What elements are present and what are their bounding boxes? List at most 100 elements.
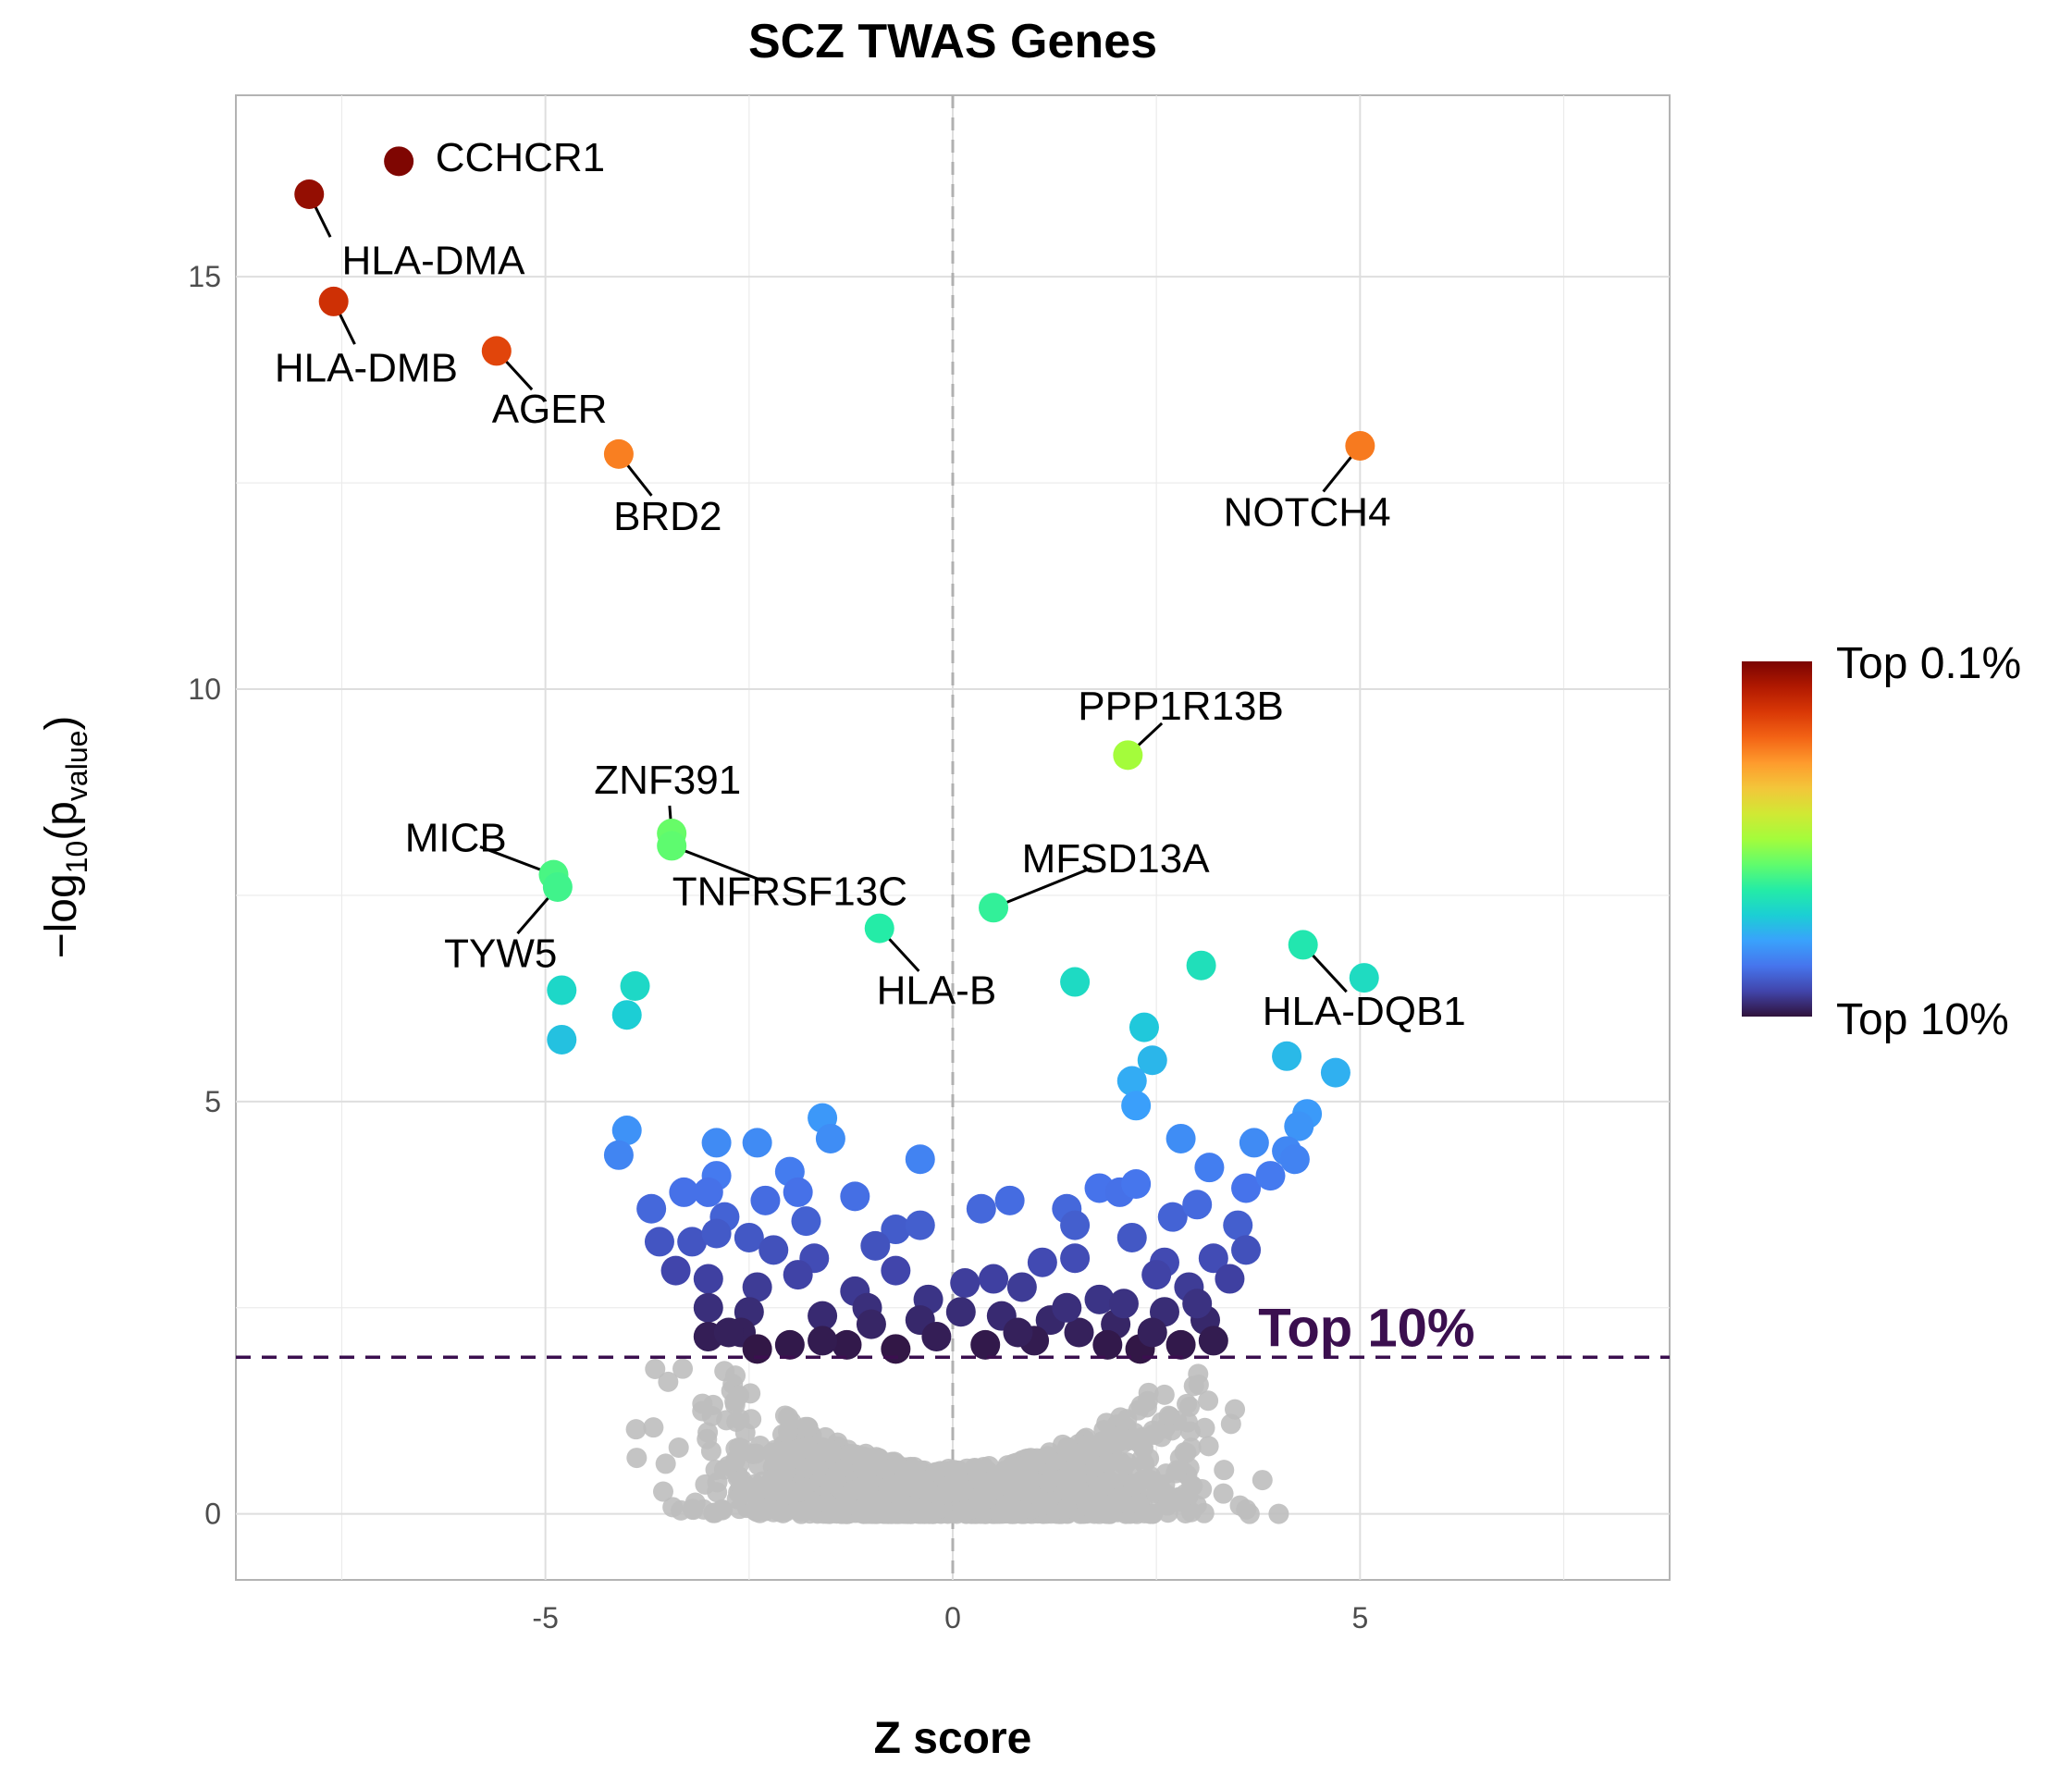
nonsig-point [820, 1440, 842, 1462]
sig-point [905, 1210, 935, 1240]
sig-point [660, 1255, 691, 1286]
gene-point-ager [481, 336, 512, 366]
y-axis-title: −log10(pvalue) [37, 716, 93, 959]
gene-label-ager: AGER [492, 387, 608, 432]
nonsig-point [1128, 1493, 1150, 1514]
sig-point [808, 1301, 838, 1331]
gene-point-cchcr1 [384, 146, 414, 177]
label-connector [1322, 454, 1353, 493]
nonsig-point [682, 1498, 703, 1520]
nonsig-point [1188, 1375, 1209, 1396]
sig-point [636, 1193, 667, 1224]
label-connector [516, 895, 550, 935]
nonsig-point [874, 1501, 895, 1523]
legend-colorbar [1742, 661, 1812, 1017]
legend-bottom-label: Top 10% [1836, 995, 2009, 1044]
nonsig-point [732, 1470, 753, 1491]
sig-point [1027, 1247, 1057, 1277]
sig-point [994, 1185, 1025, 1215]
sig-point [669, 1177, 699, 1207]
nonsig-point [790, 1501, 811, 1523]
sig-point [1052, 1292, 1082, 1323]
y-tick-labels: 0 5 10 15 [188, 260, 221, 1531]
nonsig-point [1236, 1498, 1257, 1520]
nonsig-point [795, 1437, 816, 1459]
y-axis-close: ) [37, 716, 86, 731]
nonsig-point [1053, 1469, 1074, 1490]
sig-point [840, 1181, 870, 1212]
gene-point-tnfrsf13c [657, 831, 687, 861]
sig-point [742, 1334, 772, 1364]
sig-point [1231, 1235, 1262, 1265]
nonsig-point [889, 1486, 910, 1507]
nonsig-point [1198, 1390, 1219, 1412]
sig-point [1182, 1190, 1213, 1220]
sig-point [742, 1272, 772, 1302]
nonsig-point [1252, 1470, 1273, 1491]
sig-point [644, 1227, 674, 1257]
sig-point [742, 1128, 772, 1158]
sig-point [1003, 1317, 1033, 1348]
sig-point [1194, 1153, 1225, 1183]
sig-point [1121, 1091, 1152, 1121]
gene-point-hla-b [864, 913, 894, 944]
nonsig-point [625, 1419, 647, 1440]
label-connector [625, 462, 653, 497]
label-connector [479, 845, 542, 872]
sig-point [860, 1230, 891, 1261]
sig-point [774, 1329, 805, 1360]
nonsig-point [772, 1502, 794, 1523]
gene-label-hla-dma: HLA-DMA [341, 238, 525, 283]
x-tick-label: -5 [532, 1601, 558, 1634]
sig-point [1182, 1289, 1213, 1319]
nonsig-point [732, 1438, 753, 1460]
gene-label-tyw5: TYW5 [444, 931, 557, 976]
gene-label-hla-b: HLA-B [877, 968, 997, 1013]
label-connector [1136, 722, 1164, 747]
gene-point-tyw5 [542, 872, 573, 902]
sig-point [1116, 1222, 1147, 1252]
sig-point [791, 1206, 821, 1237]
sig-point [1060, 1243, 1091, 1274]
sig-point [693, 1177, 723, 1207]
threshold-line: Top 10% [236, 1298, 1670, 1359]
sig-point [881, 1334, 911, 1364]
sig-point [783, 1260, 813, 1290]
sig-point [1198, 1326, 1228, 1356]
sig-point [945, 1297, 976, 1327]
nonsig-point [1056, 1498, 1078, 1519]
nonsig-point [1158, 1405, 1179, 1426]
sig-point [1284, 1111, 1314, 1141]
nonsig-point [1002, 1467, 1023, 1488]
nonsig-point [1131, 1449, 1153, 1470]
nonsig-point [845, 1444, 867, 1465]
y-tick-label: 10 [188, 672, 221, 706]
sig-point [758, 1235, 789, 1265]
threshold-label: Top 10% [1258, 1298, 1474, 1358]
y-tick-label: 0 [204, 1498, 221, 1531]
nonsig-point [929, 1486, 950, 1507]
nonsig-point [894, 1460, 915, 1481]
x-tick-label: 0 [944, 1601, 961, 1634]
nonsig-point [1116, 1409, 1138, 1430]
label-connector [887, 936, 920, 972]
nonsig-point [1213, 1483, 1234, 1504]
sig-point [808, 1326, 838, 1356]
nonsig-point [643, 1417, 664, 1438]
nonsig-point [1153, 1384, 1175, 1405]
nonsig-point [1198, 1436, 1219, 1457]
gene-label-hla-dmb: HLA-DMB [275, 345, 458, 390]
nonsig-point [645, 1359, 666, 1380]
sig-point [1137, 1317, 1167, 1348]
y-axis-sub2: value [60, 731, 93, 802]
nonsig-point [1076, 1494, 1097, 1515]
gene-point-hla-dma [294, 179, 325, 209]
sig-point [734, 1222, 764, 1252]
nonsig-point [725, 1365, 746, 1387]
gene-point-brd2 [603, 438, 634, 469]
nonsig-point [668, 1437, 689, 1459]
sig-point [693, 1292, 723, 1323]
label-connector [338, 312, 356, 345]
sig-point [1060, 967, 1091, 997]
nonsig-point [655, 1453, 676, 1474]
